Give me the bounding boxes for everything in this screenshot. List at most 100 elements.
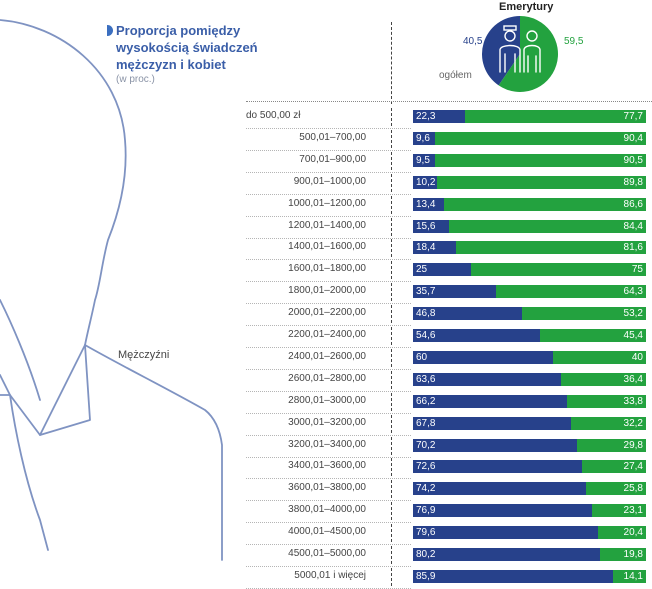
row-guide-line — [246, 259, 411, 261]
vertical-divider-segment — [391, 173, 392, 192]
stacked-bar: 85,9 14,1 — [413, 569, 646, 583]
bar-row: 1400,01–1600,00 18,4 81,6 — [0, 239, 652, 261]
bar-row: 2000,01–2200,00 46,8 53,2 — [0, 305, 652, 327]
bar-segment-women: 40 — [552, 350, 646, 364]
category-label-text: 1000,01–1200,00 — [288, 197, 366, 209]
bar-segment-women: 32,2 — [570, 416, 646, 430]
row-guide-line — [246, 149, 411, 151]
row-guide-line — [246, 522, 411, 524]
couple-icon — [499, 25, 541, 73]
vertical-divider-segment — [391, 261, 392, 280]
category-label-text: 4000,01–4500,00 — [288, 526, 366, 538]
vertical-divider-segment — [391, 458, 392, 477]
bar-row: 3600,01–3800,00 74,2 25,8 — [0, 480, 652, 502]
bar-segment-women: 23,1 — [592, 504, 646, 518]
row-guide-line — [246, 478, 411, 480]
category-label: 5000,01 i więcej — [246, 570, 366, 581]
row-guide-line — [246, 368, 411, 370]
bar-segment-men: 9,6 — [413, 131, 436, 145]
chart-title-block: Proporcja pomiędzy wysokością świadczeń … — [107, 22, 286, 85]
row-guide-line — [246, 412, 411, 414]
stacked-bar: 9,6 90,4 — [413, 131, 646, 145]
stacked-bar: 13,4 86,6 — [413, 197, 646, 211]
pie-chart — [482, 16, 558, 92]
category-label: 3200,01–3400,00 — [246, 439, 366, 450]
chart-title: Proporcja pomiędzy wysokością świadczeń … — [116, 23, 258, 72]
bar-segment-women: 29,8 — [576, 438, 646, 452]
category-label-text: 900,01–1000,00 — [293, 175, 366, 187]
bar-segment-men: 9,5 — [413, 153, 436, 167]
row-guide-line — [246, 390, 411, 392]
row-guide-line — [246, 500, 411, 502]
bar-segment-men: 15,6 — [413, 219, 450, 233]
vertical-divider-segment — [391, 480, 392, 499]
bar-row: 3200,01–3400,00 70,2 29,8 — [0, 436, 652, 458]
bar-segment-women: 86,6 — [444, 197, 646, 211]
bar-segment-women: 75 — [471, 263, 646, 277]
pie-total-label: ogółem — [439, 70, 472, 81]
vertical-divider — [391, 22, 392, 104]
bar-segment-men: 80,2 — [413, 548, 600, 561]
vertical-divider-segment — [391, 392, 392, 411]
row-guide-line — [246, 303, 411, 305]
bar-segment-women: 77,7 — [464, 110, 646, 123]
vertical-divider-segment — [391, 327, 392, 345]
bar-row: 900,01–1000,00 10,2 89,8 — [0, 173, 652, 195]
vertical-divider-segment — [391, 129, 392, 148]
category-label: 1800,01–2000,00 — [246, 285, 366, 296]
bar-segment-men: 79,6 — [413, 526, 599, 540]
bar-segment-men: 76,9 — [413, 504, 593, 518]
pie-slice-men — [482, 16, 520, 86]
pie-women-value: 59,5 — [564, 36, 584, 47]
category-label: do 500,00 zł — [246, 110, 384, 121]
bar-row: 2400,01–2600,00 60 40 — [0, 348, 652, 370]
category-label-text: 5000,01 i więcej — [294, 569, 366, 581]
bar-segment-men: 60 — [413, 350, 553, 364]
bar-row: 3400,01–3600,00 72,6 27,4 — [0, 458, 652, 480]
stacked-bar: 18,4 81,6 — [413, 241, 646, 255]
category-label-text: 1400,01–1600,00 — [288, 241, 366, 253]
stacked-bar: 74,2 25,8 — [413, 482, 646, 496]
category-label-text: 3600,01–3800,00 — [288, 482, 366, 494]
bar-segment-men: 35,7 — [413, 285, 497, 299]
bar-segment-women: 27,4 — [582, 460, 646, 474]
category-label: 3800,01–4000,00 — [246, 504, 366, 515]
row-guide-line — [246, 544, 411, 546]
category-label-text: 1600,01–1800,00 — [288, 263, 366, 275]
vertical-divider-segment — [391, 436, 392, 455]
category-label-text: 500,01–700,00 — [299, 131, 366, 143]
category-label: 1000,01–1200,00 — [246, 198, 366, 209]
pie-men-value: 40,5 — [463, 36, 483, 47]
stacked-bar: 25 75 — [413, 263, 646, 277]
stacked-bar: 72,6 27,4 — [413, 460, 646, 474]
bar-segment-men: 18,4 — [413, 241, 456, 255]
stacked-bar: 63,6 36,4 — [413, 372, 646, 386]
bar-segment-men: 22,3 — [413, 110, 465, 123]
bar-segment-women: 36,4 — [561, 372, 646, 386]
bar-row: 1000,01–1200,00 13,4 86,6 — [0, 195, 652, 217]
category-label-text: 2600,01–2800,00 — [288, 372, 366, 384]
row-guide-line — [246, 237, 411, 239]
category-label: 2600,01–2800,00 — [246, 373, 366, 384]
category-label-text: 2800,01–3000,00 — [288, 394, 366, 406]
category-label: 1600,01–1800,00 — [246, 263, 366, 274]
bar-row: 500,01–700,00 9,6 90,4 — [0, 129, 652, 151]
bar-segment-women: 89,8 — [436, 175, 646, 189]
stacked-bar: 67,8 32,2 — [413, 416, 646, 430]
category-label-text: 3200,01–3400,00 — [288, 438, 366, 450]
category-label-text: 3400,01–3600,00 — [288, 460, 366, 472]
bar-row: 1800,01–2000,00 35,7 64,3 — [0, 283, 652, 305]
vertical-divider-segment — [391, 108, 392, 126]
bar-segment-men: 63,6 — [413, 372, 562, 386]
stacked-bar: 22,3 77,7 — [413, 110, 646, 123]
bar-segment-women: 84,4 — [449, 219, 646, 233]
category-label: 1400,01–1600,00 — [246, 241, 366, 252]
vertical-divider-segment — [391, 239, 392, 258]
category-label-text: 1800,01–2000,00 — [288, 285, 366, 297]
vertical-divider-segment — [391, 546, 392, 564]
row-guide-line — [246, 456, 411, 458]
pie-slice-women — [498, 16, 558, 92]
category-label: 2000,01–2200,00 — [246, 307, 366, 318]
stacked-bar: 79,6 20,4 — [413, 526, 646, 540]
category-label: 4000,01–4500,00 — [246, 526, 366, 537]
